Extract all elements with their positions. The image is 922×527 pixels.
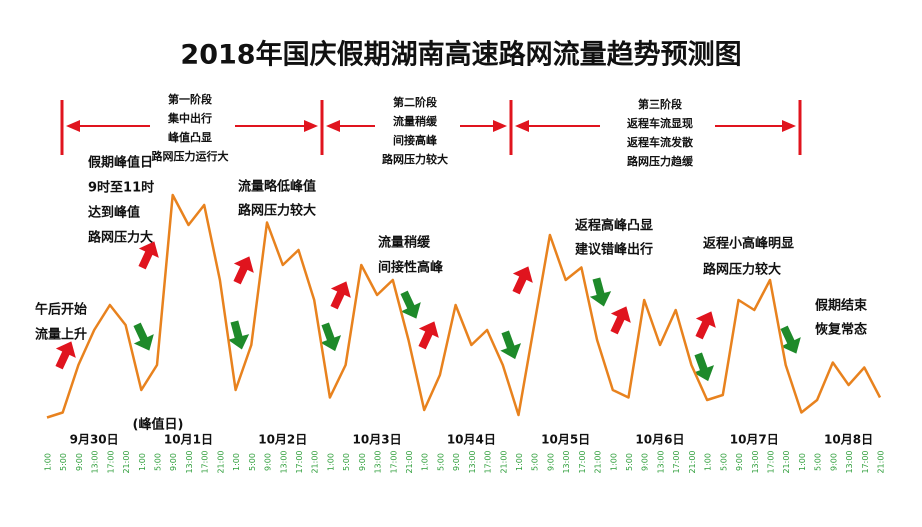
annotation: 流量稍缓	[378, 235, 431, 251]
x-tick-label: 1:00	[704, 453, 713, 471]
x-tick-label: 9:00	[735, 453, 744, 471]
stage-text: 返程车流显现	[627, 116, 693, 130]
annotation: 路网压力较大	[703, 262, 781, 278]
day-label: 10月4日	[447, 433, 496, 447]
x-tick-label: 5:00	[59, 453, 68, 471]
day-label: 10月1日	[164, 433, 213, 447]
day-label: 10月7日	[730, 433, 779, 447]
x-tick-label: 5:00	[531, 453, 540, 471]
x-tick-label: 9:00	[264, 453, 273, 471]
day-label: 10月5日	[541, 433, 590, 447]
x-tick-label: 13:00	[656, 450, 665, 473]
x-tick-label: 21:00	[216, 450, 225, 473]
traffic-line	[46, 193, 882, 419]
x-tick-label: 1:00	[326, 453, 335, 471]
x-tick-label: 17:00	[389, 450, 398, 473]
annotation: 达到峰值	[88, 205, 140, 221]
x-tick-label: 9:00	[75, 453, 84, 471]
annotation: 9时至11时	[88, 180, 154, 196]
chart-title: 2018年国庆假期湖南高速路网流量趋势预测图	[180, 39, 741, 71]
annotation: 返程高峰凸显	[575, 218, 653, 234]
x-tick-label: 17:00	[861, 450, 870, 473]
annotation: 恢复常态	[815, 322, 867, 338]
annotation: 假期峰值日	[88, 155, 153, 171]
peak-note: (峰值日)	[133, 417, 184, 433]
stage-text: 间接高峰	[393, 133, 438, 147]
annotation: 流量略低峰值	[238, 179, 316, 195]
x-tick-label: 9:00	[641, 453, 650, 471]
annotation: 路网压力大	[88, 230, 153, 246]
annotation: 返程小高峰明显	[703, 236, 794, 252]
stage-text: 路网压力趋缓	[627, 154, 694, 168]
x-tick-label: 17:00	[106, 450, 115, 473]
x-tick-label: 13:00	[468, 450, 477, 473]
stage-text: 第三阶段	[638, 97, 682, 111]
x-tick-label: 21:00	[311, 450, 320, 473]
x-tick-label: 21:00	[782, 450, 791, 473]
x-tick-label: 13:00	[845, 450, 854, 473]
x-tick-label: 1:00	[609, 453, 618, 471]
day-label: 10月2日	[258, 433, 307, 447]
stage-markers	[60, 100, 802, 155]
annotation: 流量上升	[35, 327, 87, 343]
day-label: 10月6日	[635, 433, 684, 447]
x-tick-label: 5:00	[814, 453, 823, 471]
annotation: 建议错峰出行	[575, 242, 653, 258]
annotation: 假期结束	[815, 298, 868, 314]
x-tick-label: 1:00	[798, 453, 807, 471]
x-tick-label: 21:00	[877, 450, 886, 473]
stage-text: 流量稍缓	[393, 114, 438, 128]
x-tick-label: 5:00	[719, 453, 728, 471]
x-tick-label: 9:00	[452, 453, 461, 471]
stage-text: 返程车流发散	[627, 135, 694, 149]
x-tick-label: 5:00	[342, 453, 351, 471]
x-tick-label: 9:00	[358, 453, 367, 471]
x-tick-label: 21:00	[594, 450, 603, 473]
x-tick-label: 17:00	[578, 450, 587, 473]
x-tick-label: 13:00	[185, 450, 194, 473]
annotation: 间接性高峰	[378, 260, 444, 276]
x-tick-label: 1:00	[232, 453, 241, 471]
x-tick-label: 17:00	[201, 450, 210, 473]
x-tick-label: 5:00	[248, 453, 257, 471]
x-tick-label: 1:00	[44, 453, 53, 471]
stage-text: 路网压力较大	[382, 152, 448, 166]
day-label: 10月3日	[353, 433, 402, 447]
stage-text: 路网压力运行大	[152, 149, 229, 163]
x-tick-label: 21:00	[405, 450, 414, 473]
x-tick-label: 21:00	[122, 450, 131, 473]
x-tick-label: 21:00	[688, 450, 697, 473]
x-tick-label: 1:00	[515, 453, 524, 471]
x-tick-label: 5:00	[436, 453, 445, 471]
x-tick-label: 17:00	[766, 450, 775, 473]
x-tick-label: 17:00	[295, 450, 304, 473]
x-tick-label: 1:00	[421, 453, 430, 471]
stage-text: 第一阶段	[168, 92, 212, 106]
day-label: 9月30日	[70, 433, 119, 447]
stage-text: 第二阶段	[393, 95, 437, 109]
x-tick-label: 9:00	[829, 453, 838, 471]
x-tick-label: 21:00	[499, 450, 508, 473]
day-label: 10月8日	[824, 433, 873, 447]
x-tick-label: 17:00	[484, 450, 493, 473]
x-tick-label: 17:00	[672, 450, 681, 473]
stage-text: 集中出行	[167, 111, 212, 125]
x-tick-label: 5:00	[154, 453, 163, 471]
x-tick-label: 9:00	[169, 453, 178, 471]
annotation: 午后开始	[35, 302, 87, 318]
x-tick-label: 13:00	[374, 450, 383, 473]
x-tick-label: 13:00	[91, 450, 100, 473]
annotation: 路网压力较大	[238, 203, 316, 219]
x-tick-label: 1:00	[138, 453, 147, 471]
x-tick-label: 13:00	[751, 450, 760, 473]
stage-text: 峰值凸显	[168, 130, 212, 144]
x-tick-label: 5:00	[625, 453, 634, 471]
x-tick-label: 13:00	[279, 450, 288, 473]
x-tick-label: 13:00	[562, 450, 571, 473]
x-tick-label: 9:00	[546, 453, 555, 471]
